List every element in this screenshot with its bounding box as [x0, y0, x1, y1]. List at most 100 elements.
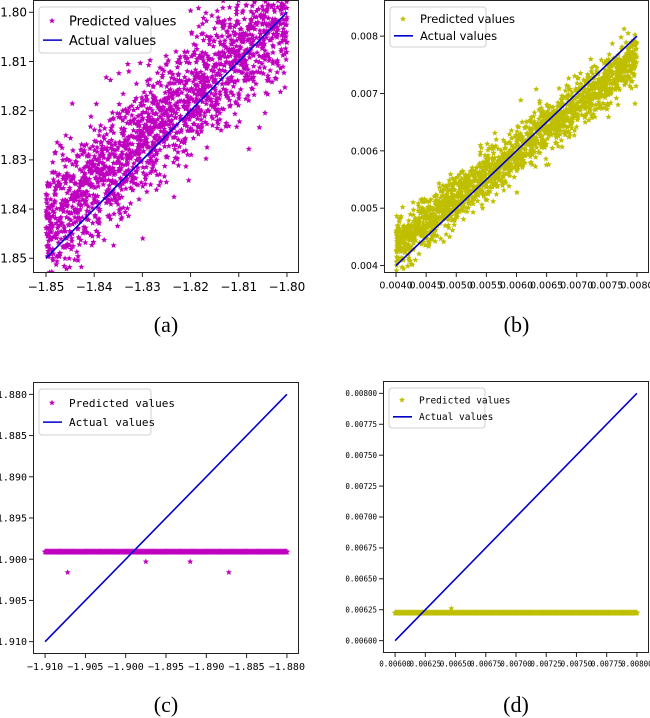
- predicted-point: [181, 139, 188, 146]
- predicted-point: [526, 138, 533, 145]
- predicted-point: [232, 30, 239, 37]
- predicted-point: [628, 40, 635, 46]
- predicted-point: [437, 235, 444, 242]
- predicted-point: [459, 169, 466, 176]
- predicted-point: [213, 96, 220, 103]
- predicted-point: [604, 91, 611, 97]
- predicted-point: [47, 236, 54, 243]
- predicted-point: [476, 174, 483, 181]
- predicted-point: [449, 193, 456, 200]
- predicted-point: [116, 139, 123, 145]
- predicted-point: [194, 81, 201, 88]
- predicted-point: [68, 238, 75, 244]
- predicted-point: [86, 145, 93, 152]
- predicted-point: [451, 186, 458, 193]
- predicted-point: [140, 97, 147, 103]
- predicted-point: [241, 15, 248, 22]
- predicted-point: [193, 69, 200, 76]
- predicted-point: [119, 117, 126, 123]
- predicted-point: [545, 123, 552, 130]
- predicted-point: [432, 222, 439, 229]
- predicted-point: [267, 67, 274, 74]
- predicted-point: [234, 1, 241, 8]
- predicted-point: [564, 124, 571, 130]
- predicted-point: [262, 0, 269, 5]
- plot-area: [43, 0, 290, 273]
- predicted-point: [92, 192, 99, 199]
- predicted-point: [91, 153, 98, 159]
- predicted-point: [146, 151, 153, 158]
- predicted-point: [66, 255, 73, 262]
- x-tick-label: 0.00800: [621, 660, 650, 669]
- predicted-point: [454, 207, 461, 213]
- predicted-point: [446, 213, 453, 219]
- predicted-point: [187, 7, 194, 14]
- predicted-point: [211, 25, 218, 31]
- y-tick-label: −1.900: [0, 555, 27, 566]
- predicted-point: [186, 116, 193, 122]
- predicted-point: [128, 153, 135, 159]
- predicted-point: [60, 205, 67, 212]
- predicted-point: [53, 258, 60, 264]
- predicted-point: [632, 62, 639, 69]
- predicted-point: [221, 42, 228, 49]
- predicted-point: [71, 206, 78, 213]
- predicted-point: [413, 221, 420, 228]
- predicted-point: [614, 66, 621, 72]
- predicted-point: [224, 33, 231, 40]
- predicted-point: [115, 191, 122, 198]
- predicted-point: [604, 100, 611, 107]
- predicted-point: [75, 253, 82, 259]
- predicted-point: [106, 197, 113, 204]
- predicted-point: [472, 175, 479, 181]
- predicted-point: [486, 144, 493, 151]
- predicted-point: [207, 102, 214, 108]
- predicted-point: [186, 87, 193, 94]
- y-tick-label: −1.83: [0, 153, 27, 167]
- predicted-point: [396, 244, 403, 250]
- predicted-point: [500, 187, 507, 193]
- predicted-point: [606, 76, 613, 83]
- predicted-point: [46, 224, 53, 231]
- predicted-point: [526, 117, 533, 124]
- predicted-point: [394, 244, 401, 251]
- predicted-point: [187, 94, 194, 101]
- predicted-point: [212, 51, 219, 57]
- predicted-point: [235, 92, 242, 99]
- axes-frame: [384, 0, 649, 273]
- predicted-point: [147, 154, 154, 161]
- predicted-point: [253, 58, 260, 64]
- predicted-point: [511, 133, 518, 140]
- predicted-point: [401, 246, 408, 252]
- predicted-point: [567, 99, 574, 105]
- predicted-point: [203, 120, 210, 127]
- predicted-point: [424, 222, 431, 229]
- predicted-point: [101, 125, 108, 131]
- predicted-point: [240, 50, 247, 57]
- predicted-point: [418, 241, 425, 247]
- predicted-point: [147, 89, 154, 95]
- predicted-point: [197, 78, 204, 85]
- predicted-point: [70, 243, 77, 249]
- predicted-point: [141, 121, 148, 128]
- predicted-point: [197, 90, 204, 97]
- predicted-point: [197, 109, 204, 115]
- predicted-point: [195, 75, 202, 81]
- predicted-point: [581, 113, 588, 120]
- predicted-point: [442, 182, 449, 189]
- predicted-point: [625, 45, 632, 51]
- predicted-point: [81, 149, 88, 156]
- predicted-point: [181, 98, 188, 104]
- predicted-point: [98, 166, 105, 172]
- predicted-point: [558, 99, 565, 106]
- predicted-point: [513, 189, 520, 196]
- predicted-point: [217, 72, 224, 78]
- predicted-point: [122, 106, 129, 113]
- predicted-point: [92, 167, 99, 173]
- predicted-point: [499, 182, 506, 189]
- predicted-point: [243, 62, 250, 68]
- predicted-point: [236, 118, 243, 125]
- predicted-point: [49, 245, 56, 252]
- predicted-point: [258, 69, 265, 76]
- predicted-point: [154, 116, 161, 122]
